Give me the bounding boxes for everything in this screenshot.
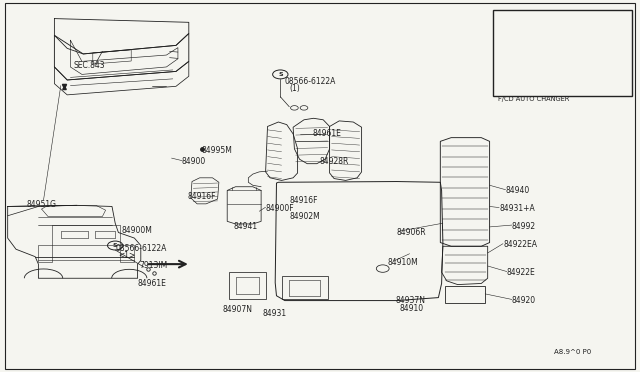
Text: S: S [278,72,283,77]
Text: 84970M: 84970M [543,44,573,53]
Text: A8.9^0 P0: A8.9^0 P0 [554,349,591,355]
Text: S: S [113,243,118,248]
Text: 84922E: 84922E [507,268,536,277]
Text: SEC.843: SEC.843 [74,61,105,70]
Text: 84961E: 84961E [312,129,341,138]
Text: 84900F: 84900F [266,204,294,213]
Text: 7913IM: 7913IM [140,262,168,270]
Text: 84931+A: 84931+A [499,204,535,213]
Text: 84920: 84920 [512,296,536,305]
Text: <1>: <1> [118,251,136,260]
Text: 84931: 84931 [262,309,287,318]
Text: 84906R: 84906R [397,228,426,237]
Bar [493,10,632,96]
Text: 84910: 84910 [400,304,424,312]
Text: 84951G: 84951G [27,200,57,209]
Text: 84937N: 84937N [396,296,426,305]
Text: 84922EA: 84922EA [503,240,537,249]
Text: 84941: 84941 [234,222,258,231]
Text: 84910M: 84910M [387,258,418,267]
Text: (1): (1) [289,84,300,93]
Text: F/CD AUTO CHANGER: F/CD AUTO CHANGER [498,96,570,102]
Text: 84961E: 84961E [138,279,166,288]
Text: 84900M: 84900M [122,226,152,235]
Text: 08566-6122A: 08566-6122A [285,77,336,86]
Text: 84916F: 84916F [289,196,318,205]
Text: 08566-6122A: 08566-6122A [115,244,166,253]
Text: 84916F: 84916F [188,192,216,201]
Text: 84902M: 84902M [289,212,320,221]
Text: 84907N: 84907N [223,305,253,314]
Text: 84992: 84992 [512,222,536,231]
Text: 84940: 84940 [506,186,530,195]
Text: 84900: 84900 [181,157,205,166]
Text: 84928R: 84928R [320,157,349,166]
Text: 84916FA: 84916FA [543,61,576,70]
Text: 84995M: 84995M [202,146,232,155]
